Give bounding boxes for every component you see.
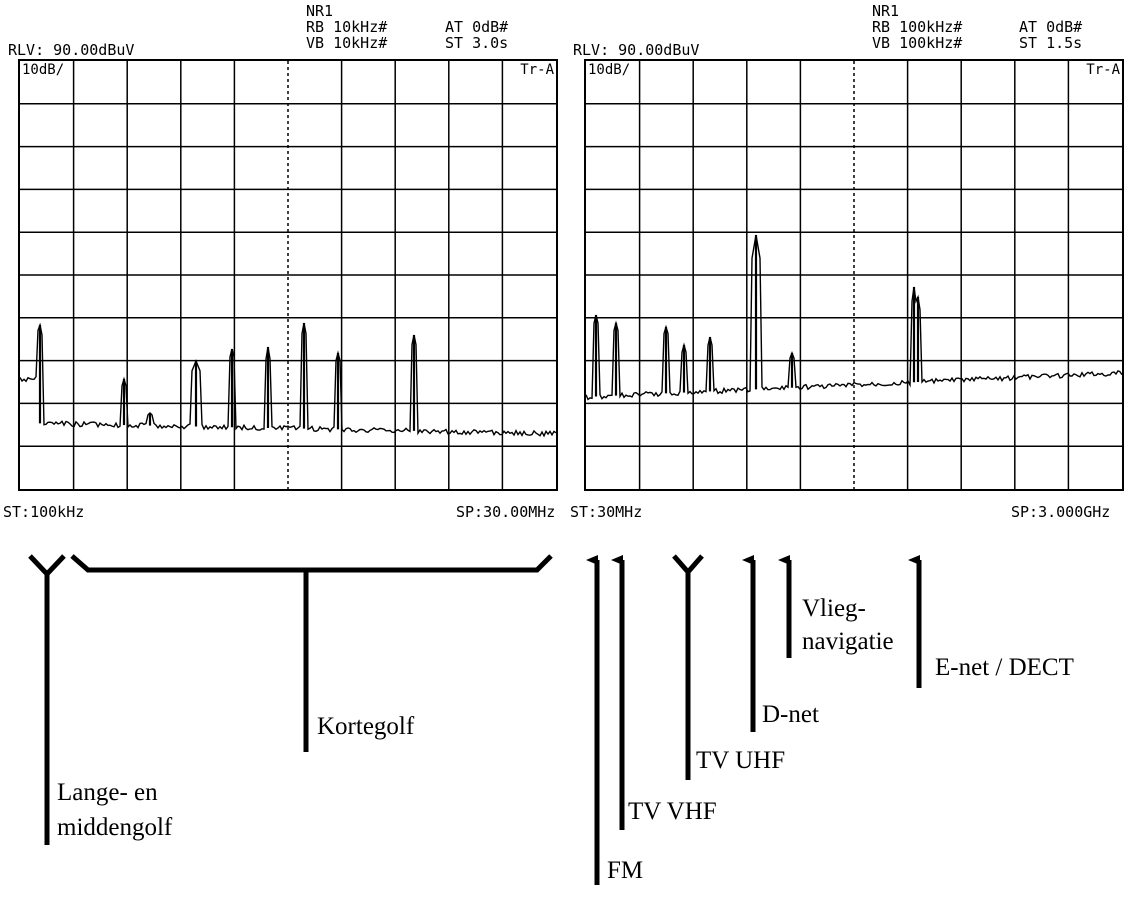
left-scale-label: 10dB/	[22, 62, 65, 78]
left-vb-label: VB 10kHz#	[306, 34, 388, 52]
right-rlv-label: RLV: 90.00dBuV	[573, 41, 700, 59]
right-spectrum-plot	[586, 61, 1122, 489]
left-rlv-label: RLV: 90.00dBuV	[8, 41, 135, 59]
right-scale-label: 10dB/	[588, 62, 631, 78]
right-trace-label: Tr-A	[1086, 62, 1120, 78]
left-st-label: ST 3.0s	[445, 34, 509, 52]
e-net-label: E-net / DECT	[935, 654, 1074, 681]
left-rb-label: RB 10kHz#	[306, 18, 388, 36]
left-spectrum-trace	[20, 322, 556, 438]
right-start-freq: ST:30MHz	[570, 503, 643, 521]
tv-uhf-label: TV UHF	[696, 747, 786, 774]
left-spectrum-panel: 10dB/ Tr-A	[18, 59, 558, 491]
right-vb-label: VB 100kHz#	[872, 34, 963, 52]
left-stop-freq: SP:30.00MHz	[456, 503, 556, 521]
left-at-label: AT 0dB#	[445, 18, 509, 36]
right-rb-label: RB 100kHz#	[872, 18, 963, 36]
d-net-label: D-net	[762, 701, 819, 728]
fm-label: FM	[607, 857, 644, 884]
left-trace-label: Tr-A	[520, 62, 554, 78]
tv-vhf-label: TV VHF	[628, 798, 717, 825]
right-nr-label: NR1	[872, 2, 900, 20]
lange-label-line1: Lange- en	[57, 779, 158, 806]
lange-label-line2: middengolf	[57, 814, 173, 841]
right-st-label: ST 1.5s	[1019, 34, 1083, 52]
kortegolf-label: Kortegolf	[317, 713, 415, 740]
tv-uhf-bracket	[672, 554, 704, 576]
left-nr-label: NR1	[306, 2, 334, 20]
left-spectrum-plot	[20, 61, 556, 489]
vlieg-label-line1: Vlieg-	[802, 595, 866, 622]
vlieg-label-line2: navigatie	[802, 628, 894, 655]
right-at-label: AT 0dB#	[1019, 18, 1083, 36]
kortegolf-bracket	[70, 554, 553, 573]
right-stop-freq: SP:3.000GHz	[1011, 503, 1111, 521]
right-spectrum-trace	[586, 234, 1122, 401]
left-start-freq: ST:100kHz	[3, 503, 85, 521]
lange-bracket	[28, 554, 66, 578]
right-spectrum-panel: 10dB/ Tr-A	[584, 59, 1124, 491]
